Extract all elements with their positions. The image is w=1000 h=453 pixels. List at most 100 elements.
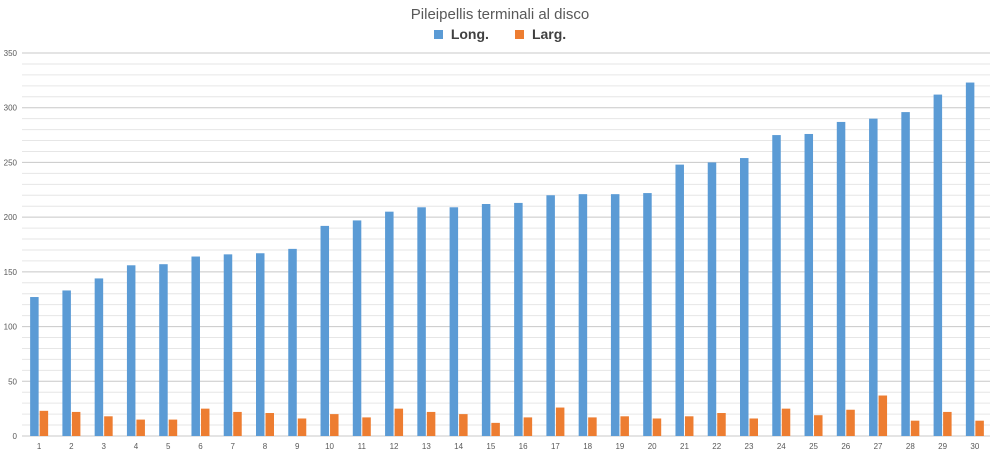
bar-larg — [555, 407, 565, 436]
bar-larg — [200, 408, 210, 436]
x-tick-label: 3 — [101, 442, 106, 451]
y-tick-label: 350 — [4, 49, 18, 58]
bar-long — [94, 278, 104, 436]
bar-long — [191, 256, 200, 436]
legend-swatch-larg — [514, 29, 524, 39]
x-tick-label: 13 — [422, 442, 431, 451]
bar-larg — [588, 417, 597, 436]
bar-larg — [620, 416, 629, 436]
x-tick-label: 10 — [325, 442, 334, 451]
x-tick-label: 1 — [37, 442, 42, 451]
bar-larg — [910, 420, 920, 436]
chart-title: Pileipellis terminali al disco — [410, 6, 590, 23]
y-tick-label: 0 — [13, 432, 18, 441]
x-tick-label: 16 — [519, 442, 528, 451]
bar-long — [288, 248, 297, 436]
x-tick-label: 23 — [745, 442, 754, 451]
chart-legend: Long. Larg. — [0, 26, 1000, 42]
legend-label-long: Long. — [450, 26, 489, 42]
legend-swatch-long — [433, 29, 443, 39]
x-tick-label: 22 — [712, 442, 721, 451]
x-tick-label: 14 — [454, 442, 463, 451]
x-tick-label: 5 — [166, 442, 171, 451]
bar-long — [546, 195, 555, 436]
bar-larg — [943, 411, 952, 436]
bar-long — [223, 254, 233, 436]
x-tick-label: 6 — [198, 442, 203, 451]
x-tick-label: 4 — [134, 442, 139, 451]
bar-long — [933, 94, 943, 436]
bar-larg — [652, 418, 662, 436]
bar-larg — [491, 422, 500, 436]
legend-item-larg: Larg. — [514, 26, 566, 42]
x-tick-label: 17 — [551, 442, 560, 451]
bar-long — [643, 193, 652, 436]
bar-larg — [459, 414, 468, 436]
bar-larg — [878, 395, 888, 436]
bar-larg — [394, 408, 404, 436]
bar-larg — [717, 413, 726, 436]
bar-larg — [71, 411, 81, 436]
bar-long — [481, 204, 491, 436]
y-tick-label: 50 — [8, 377, 17, 386]
x-tick-label: 26 — [841, 442, 850, 451]
y-tick-label: 150 — [4, 268, 18, 277]
y-tick-label: 300 — [4, 104, 18, 113]
bar-long — [30, 297, 39, 436]
y-tick-label: 100 — [4, 323, 18, 332]
y-tick-label: 200 — [4, 213, 18, 222]
bar-long — [740, 158, 749, 436]
bar-larg — [330, 414, 339, 436]
bar-larg — [975, 420, 984, 436]
bar-larg — [168, 419, 178, 436]
bar-larg — [749, 418, 758, 436]
bar-larg — [523, 417, 533, 436]
bar-long — [62, 290, 71, 436]
x-tick-label: 12 — [390, 442, 399, 451]
x-tick-label: 20 — [648, 442, 657, 451]
bar-long — [578, 194, 588, 436]
bar-larg — [781, 408, 791, 436]
y-tick-label: 250 — [4, 158, 18, 167]
x-tick-label: 9 — [295, 442, 300, 451]
x-tick-label: 27 — [874, 442, 883, 451]
bar-long — [514, 202, 523, 436]
x-tick-label: 28 — [906, 442, 915, 451]
x-tick-label: 21 — [680, 442, 689, 451]
bar-long — [449, 207, 459, 436]
bar-long — [417, 207, 426, 436]
bar-long — [869, 118, 878, 437]
bar-larg — [684, 416, 694, 436]
bar-long — [707, 162, 717, 436]
bar-larg — [104, 416, 113, 436]
bar-long — [352, 220, 362, 436]
bar-long — [159, 264, 168, 436]
bar-larg — [265, 413, 274, 436]
bar-long — [804, 133, 814, 436]
x-tick-label: 15 — [486, 442, 495, 451]
bar-long — [610, 194, 620, 436]
bar-larg — [846, 409, 855, 436]
x-tick-label: 18 — [583, 442, 592, 451]
x-tick-label: 30 — [970, 442, 979, 451]
bar-long — [320, 225, 330, 436]
bar-larg — [297, 418, 307, 436]
bar-larg — [39, 410, 49, 436]
x-tick-label: 7 — [231, 442, 236, 451]
x-tick-label: 24 — [777, 442, 786, 451]
x-tick-label: 19 — [615, 442, 624, 451]
bar-larg — [814, 415, 823, 436]
x-tick-label: 8 — [263, 442, 268, 451]
bar-larg — [136, 419, 145, 436]
bar-long — [256, 253, 265, 436]
bar-larg — [362, 417, 371, 436]
x-tick-label: 2 — [69, 442, 74, 451]
bar-long — [836, 121, 846, 436]
legend-item-long: Long. — [433, 26, 489, 42]
bar-long — [126, 265, 136, 436]
bar-long — [675, 164, 684, 437]
x-tick-label: 29 — [938, 442, 947, 451]
bar-long — [901, 112, 910, 436]
bar-larg — [426, 411, 436, 436]
